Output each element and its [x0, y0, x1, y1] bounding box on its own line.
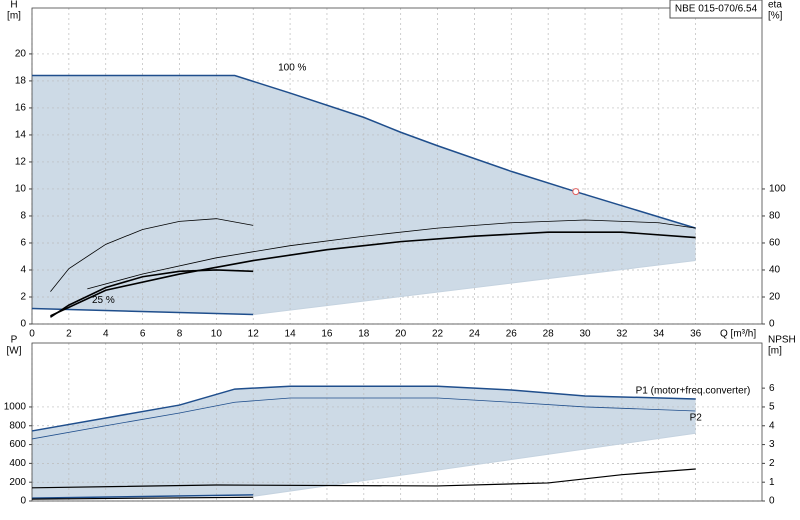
- y-tick-label: 18: [15, 76, 27, 87]
- y2-tick-label: 20: [769, 292, 781, 303]
- y-tick-label: 0: [20, 496, 26, 507]
- y-tick-label: 1000: [4, 402, 27, 413]
- chart-title: NBE 015-070/6.54: [675, 4, 758, 15]
- x-tick-label: 0: [29, 329, 35, 340]
- duty-point: [572, 188, 580, 196]
- x-tick-label: 10: [211, 329, 223, 340]
- curve: [253, 260, 696, 316]
- curve: [50, 231, 696, 317]
- y-tick-label: 16: [15, 103, 27, 114]
- y-axis-unit: [W]: [7, 346, 22, 357]
- y-tick-label: 20: [15, 49, 27, 60]
- curve: [49, 269, 254, 318]
- y2-tick-label: 0: [769, 496, 775, 507]
- y-axis-label: H: [10, 0, 17, 11]
- x-tick-label: 36: [690, 329, 702, 340]
- x-tick-label: 16: [321, 329, 333, 340]
- y-tick-label: 2: [20, 292, 26, 303]
- y2-axis-unit: [m]: [768, 346, 782, 357]
- x-axis-label: Q [m³/h]: [720, 329, 756, 340]
- x-tick-label: 34: [653, 329, 665, 340]
- y2-tick-label: 0: [769, 319, 775, 330]
- y2-axis-label: NPSH: [768, 335, 796, 346]
- y-tick-label: 600: [9, 439, 26, 450]
- y-tick-label: 8: [20, 211, 26, 222]
- y2-tick-label: 80: [769, 211, 781, 222]
- curve: [87, 219, 696, 290]
- curve-label: 25 %: [92, 295, 115, 306]
- curve: [50, 218, 254, 292]
- plot-frame: [31, 7, 763, 325]
- y2-tick-label: 40: [769, 265, 781, 276]
- y-tick-label: 400: [9, 458, 26, 469]
- curve: [31, 385, 696, 432]
- x-tick-label: 8: [177, 329, 183, 340]
- y-axis-label: P: [11, 335, 18, 346]
- x-tick-label: 2: [66, 329, 72, 340]
- y-tick-label: 200: [9, 477, 26, 488]
- plot-frame: [31, 342, 763, 502]
- x-tick-label: 6: [140, 329, 146, 340]
- operating-range: [32, 386, 696, 499]
- plot-area: 0 200 400 600 800 1000 0 1 2 3 4 5 6 P[W] NPSH[m] P1 (m…: [4, 335, 796, 507]
- y-axis-unit: [m]: [7, 11, 21, 22]
- y2-tick-label: 60: [769, 238, 781, 249]
- x-tick-label: 24: [469, 329, 481, 340]
- curve-label: P2: [690, 413, 703, 424]
- curve-label: 100 %: [278, 63, 306, 74]
- x-tick-label: 22: [432, 329, 444, 340]
- y-tick-label: 6: [20, 238, 26, 249]
- x-tick-label: 32: [616, 329, 628, 340]
- curve-label: P1 (motor+freq.converter): [636, 386, 751, 397]
- y2-tick-label: 5: [769, 402, 775, 413]
- curve: [31, 307, 254, 316]
- y2-axis-label: eta: [768, 0, 782, 11]
- x-tick-label: 12: [248, 329, 260, 340]
- curve: [31, 494, 254, 499]
- y-tick-label: 12: [15, 157, 27, 168]
- y-tick-label: 800: [9, 420, 26, 431]
- y2-tick-label: 100: [769, 184, 786, 195]
- curve: [31, 468, 696, 489]
- curve: [31, 397, 696, 440]
- curve: [32, 74, 696, 229]
- curve: [31, 496, 254, 500]
- y-tick-label: 14: [15, 130, 27, 141]
- x-tick-label: 30: [579, 329, 591, 340]
- x-tick-label: 26: [506, 329, 518, 340]
- y2-tick-label: 6: [769, 383, 775, 394]
- y-tick-label: 0: [20, 319, 26, 330]
- x-tick-label: 28: [543, 329, 555, 340]
- y2-tick-label: 1: [769, 477, 775, 488]
- title-box: [669, 0, 763, 19]
- x-tick-label: 4: [103, 329, 109, 340]
- x-tick-label: 14: [285, 329, 297, 340]
- y2-tick-label: 4: [769, 420, 775, 431]
- y-tick-label: 4: [20, 265, 26, 276]
- y2-tick-label: 2: [769, 458, 775, 469]
- y-tick-label: 10: [15, 184, 27, 195]
- y2-axis-unit: [%]: [768, 11, 783, 22]
- x-tick-label: 18: [358, 329, 370, 340]
- x-tick-label: 20: [395, 329, 407, 340]
- y2-tick-label: 3: [769, 439, 775, 450]
